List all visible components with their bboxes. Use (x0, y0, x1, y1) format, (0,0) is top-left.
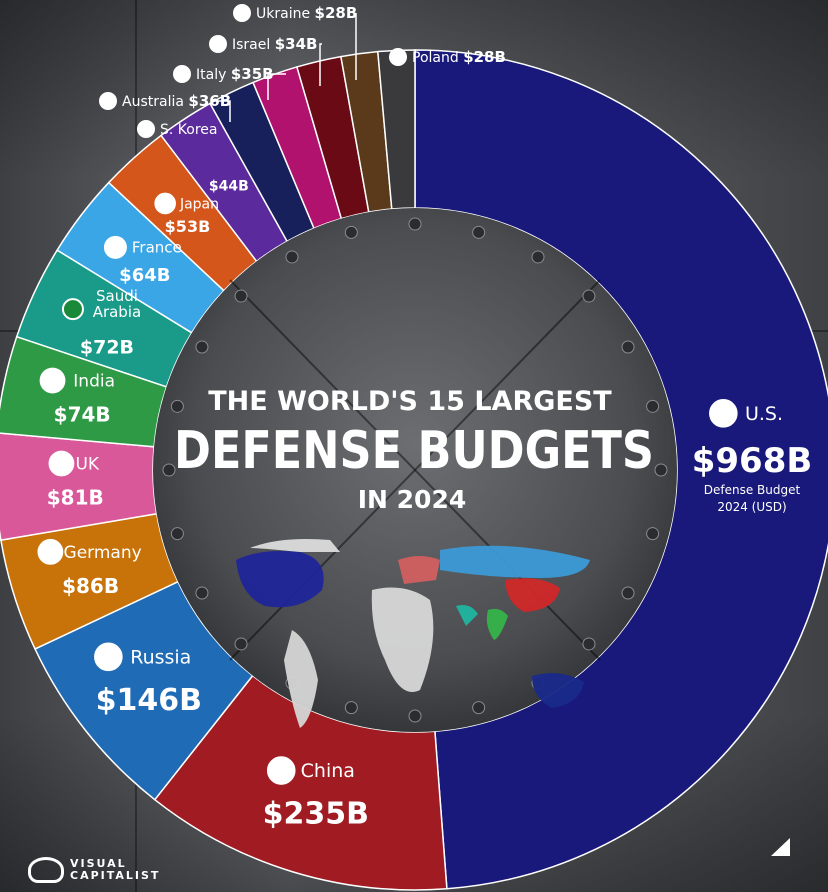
value-label-russia: $146B (96, 683, 202, 718)
flag-s-korea-icon (137, 120, 155, 138)
rivet (408, 709, 422, 723)
map-australia (532, 673, 584, 708)
chart-subtitle: DEFENSE BUDGETS (174, 421, 654, 481)
flag-uk-icon (48, 450, 75, 477)
callout-line-italy (267, 73, 286, 100)
value-label-india: $74B (54, 403, 111, 427)
slice-labels: U.S. $968B China $235B Russia $146B Germany $86… (37, 4, 813, 832)
callout-label-australia: Australia $36B (122, 92, 231, 110)
map-north-america-us (236, 551, 324, 608)
value-label-uk: $81B (47, 485, 104, 509)
value-label-germany: $86B (62, 574, 119, 598)
rivet (344, 225, 358, 239)
logo-icon (28, 857, 64, 883)
rivet (234, 637, 248, 651)
chart-subtitle-year: IN 2024 (358, 485, 467, 514)
donut-slices (0, 49, 828, 891)
rivet (582, 637, 596, 651)
rivet (621, 586, 635, 600)
map-india (486, 608, 508, 640)
share-icon[interactable] (768, 834, 794, 860)
map-south-america (284, 630, 318, 728)
rivet (195, 586, 209, 600)
value-label-japan: $53B (165, 217, 211, 236)
flag-china-icon (266, 756, 296, 785)
flag-germany-icon (37, 538, 64, 565)
callout-label-israel: Israel $34B (232, 35, 317, 53)
visual-capitalist-logo: VISUAL CAPITALIST (28, 852, 160, 888)
map-canada (250, 539, 340, 552)
value-label-s-korea: $44B (209, 179, 249, 195)
flag-france-icon (103, 235, 127, 259)
country-label-saudi-arabia: Saudi (96, 287, 138, 305)
callout-label-italy: Italy $35B (196, 65, 274, 83)
logo-line-2: CAPITALIST (70, 869, 161, 882)
flag-russia-icon (94, 642, 123, 672)
flag-ukraine-icon (233, 4, 251, 22)
callout-label-poland: Poland $28B (412, 48, 506, 66)
rivet (646, 527, 660, 541)
flag-australia-icon (99, 92, 117, 110)
rivet (654, 463, 668, 477)
flag-italy-icon (173, 65, 191, 83)
rivet (195, 340, 209, 354)
flag-japan-icon (154, 192, 176, 215)
rivet (472, 225, 486, 239)
map-russia (440, 545, 590, 578)
rivet (582, 289, 596, 303)
rivet (344, 701, 358, 715)
flag-poland-icon (389, 48, 407, 66)
flag-u-s-icon (709, 399, 738, 428)
rivet (170, 399, 184, 413)
world-map (236, 539, 590, 728)
country-label-france: France (132, 239, 182, 257)
country-label-india: India (73, 372, 115, 392)
country-label-russia: Russia (130, 647, 191, 669)
map-africa (371, 587, 434, 692)
logo-line-1: VISUAL (70, 857, 127, 870)
rivet (170, 527, 184, 541)
callout-label-s-korea: S. Korea (160, 122, 217, 138)
rivet (531, 250, 545, 264)
rivet (162, 463, 176, 477)
map-saudi (456, 605, 478, 626)
value-label-france: $64B (119, 265, 170, 286)
slice-uk (0, 432, 158, 542)
country-label-saudi-arabia-2: Arabia (93, 303, 142, 321)
callout-line-australia (212, 100, 231, 122)
flag-israel-icon (209, 35, 227, 53)
rivet (621, 340, 635, 354)
value-label-china: $235B (263, 797, 369, 832)
us-note-line-1: Defense Budget (704, 483, 801, 497)
country-label-china: China (301, 760, 355, 782)
value-label-u-s: $968B (692, 441, 813, 481)
value-label-saudi-arabia: $72B (80, 337, 134, 359)
callout-line-israel (319, 43, 322, 86)
chart-title: THE WORLD'S 15 LARGEST (208, 386, 612, 417)
callout-label-ukraine: Ukraine $28B (256, 4, 357, 22)
country-label-u-s: U.S. (745, 403, 783, 425)
map-europe (398, 556, 440, 584)
rivet (472, 701, 486, 715)
map-china (505, 578, 560, 612)
rivet (285, 250, 299, 264)
flag-india-icon (39, 367, 66, 394)
country-label-uk: UK (75, 454, 99, 474)
rivet (234, 289, 248, 303)
rivet (408, 217, 422, 231)
rivet (646, 399, 660, 413)
country-label-japan: Japan (179, 196, 219, 212)
flag-saudi-arabia-icon (61, 298, 84, 321)
us-note-line-2: 2024 (USD) (717, 500, 786, 514)
country-label-germany: Germany (64, 543, 142, 563)
